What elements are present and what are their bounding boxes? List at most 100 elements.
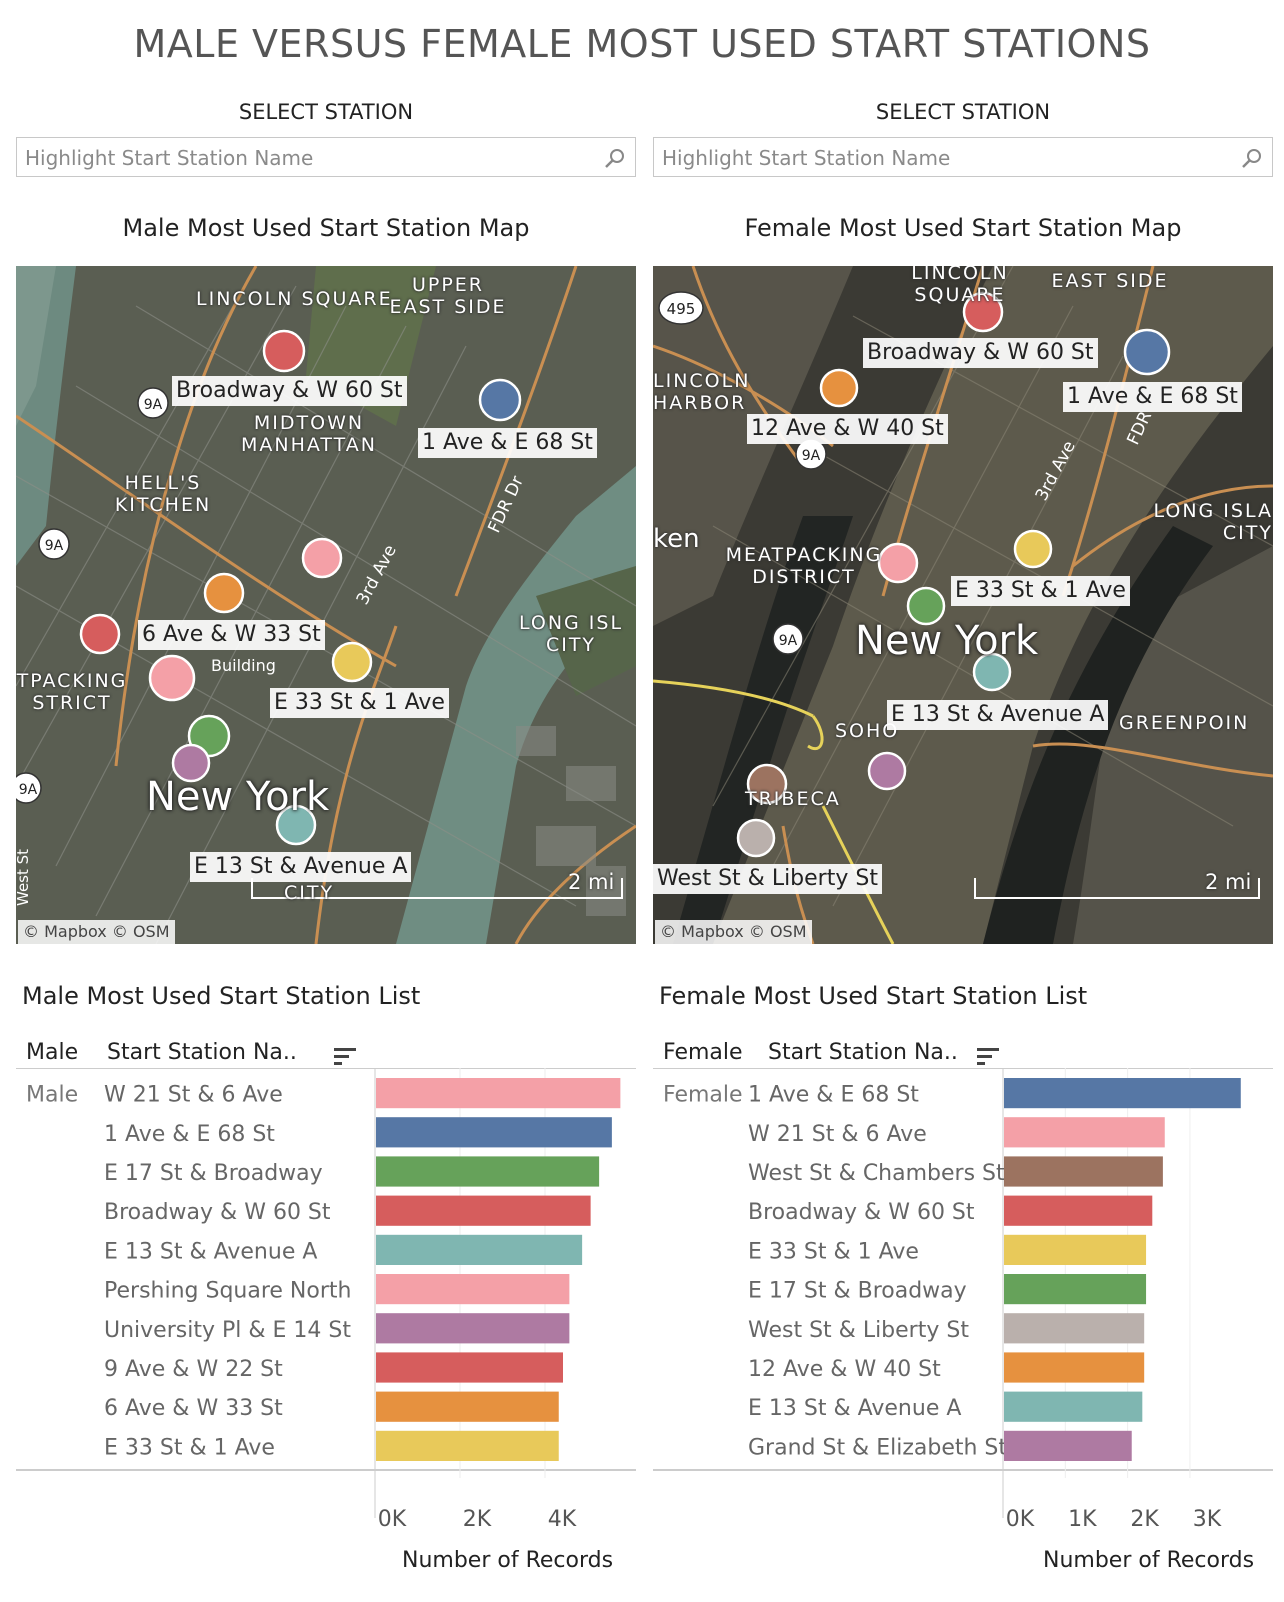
sort-icon[interactable] <box>332 1046 358 1068</box>
station-name[interactable]: 1 Ave & E 68 St <box>748 1083 919 1108</box>
map-background: 9A 9A 9A 3rd Ave FDR Dr West St Building <box>16 266 636 944</box>
bar[interactable] <box>376 1078 621 1109</box>
bar[interactable] <box>376 1430 559 1461</box>
station-map-label[interactable]: Broadway & W 60 St <box>863 338 1098 368</box>
x-tick-label: 0K <box>1006 1507 1035 1532</box>
station-map-label[interactable]: E 13 St & Avenue A <box>190 852 412 882</box>
station-name[interactable]: Grand St & Elizabeth St <box>748 1435 1007 1460</box>
bar[interactable] <box>1004 1195 1153 1226</box>
bar[interactable] <box>376 1195 591 1226</box>
station-name[interactable]: W 21 St & 6 Ave <box>748 1122 927 1147</box>
bar[interactable] <box>1004 1313 1145 1344</box>
x-tick-label: 4K <box>548 1507 577 1532</box>
place-label: ken <box>653 524 700 554</box>
search-placeholder: Highlight Start Station Name <box>25 146 314 170</box>
highway-shield-icon <box>658 291 827 655</box>
place-label: UPPER EAST SIDE <box>389 274 507 318</box>
station-map-label[interactable]: 1 Ave & E 68 St <box>1063 382 1242 412</box>
search-icon[interactable] <box>603 146 627 170</box>
map-title: Female Most Used Start Station Map <box>744 214 1182 242</box>
bar[interactable] <box>1004 1274 1147 1305</box>
station-map-label[interactable]: 1 Ave & E 68 St <box>418 428 597 458</box>
station-name[interactable]: 1 Ave & E 68 St <box>104 1122 275 1147</box>
highway-shield-icon <box>16 387 169 804</box>
station-name[interactable]: 6 Ave & W 33 St <box>104 1396 283 1421</box>
station-dot <box>867 751 907 791</box>
station-map-label[interactable]: 6 Ave & W 33 St <box>138 620 325 650</box>
shield-label: 9A <box>802 448 821 464</box>
road-label: West St <box>16 849 32 906</box>
bar[interactable] <box>1004 1156 1163 1187</box>
bar[interactable] <box>1004 1391 1143 1422</box>
station-name[interactable]: E 17 St & Broadway <box>104 1161 323 1186</box>
station-name[interactable]: E 17 St & Broadway <box>748 1279 967 1304</box>
female-bar-chart: 0K 1K 2K 3K Female 1 Ave & E 68 St W 21 St & 6… <box>653 1068 1273 1532</box>
bar[interactable] <box>1004 1078 1241 1109</box>
station-markers <box>736 291 1171 858</box>
group-column-header: Male <box>26 1040 79 1065</box>
station-name[interactable]: University Pl & E 14 St <box>104 1318 351 1343</box>
list-title: Male Most Used Start Station List <box>22 982 421 1010</box>
shield-label: 9A <box>144 397 163 413</box>
station-name[interactable]: West St & Liberty St <box>748 1318 969 1343</box>
station-dot <box>906 586 946 626</box>
station-dot <box>1123 328 1171 376</box>
station-map-label[interactable]: Broadway & W 60 St <box>172 376 407 406</box>
search-icon[interactable] <box>1240 146 1264 170</box>
male-station-map[interactable]: 9A 9A 9A 3rd Ave FDR Dr West St Building <box>16 266 636 944</box>
bar[interactable] <box>1004 1430 1132 1461</box>
scale-label: 2 mi <box>568 870 615 894</box>
group-column-header: Female <box>663 1040 743 1065</box>
station-dot <box>962 291 1004 333</box>
station-dot <box>301 537 343 579</box>
bar[interactable] <box>376 1352 563 1383</box>
station-search-input[interactable]: Highlight Start Station Name <box>653 137 1273 177</box>
bar[interactable] <box>1004 1352 1145 1383</box>
station-name[interactable]: West St & Chambers St <box>748 1161 1005 1186</box>
place-label: SOHO <box>835 720 900 742</box>
map-attribution[interactable]: © Mapbox © OSM <box>655 920 812 944</box>
x-axis-title: Number of Records <box>402 1548 614 1573</box>
city-label: New York <box>146 774 330 820</box>
female-station-map[interactable]: 495 9A 9A 3rd Ave FDR LINCOLN SQUAR <box>653 266 1273 944</box>
station-name[interactable]: W 21 St & 6 Ave <box>104 1083 283 1108</box>
station-map-label[interactable]: E 33 St & 1 Ave <box>270 688 449 718</box>
station-map-label[interactable]: E 13 St & Avenue A <box>887 700 1109 730</box>
station-name[interactable]: Broadway & W 60 St <box>748 1200 975 1225</box>
station-dot <box>1013 529 1053 569</box>
station-name[interactable]: E 13 St & Avenue A <box>748 1396 961 1421</box>
station-map-label[interactable]: E 33 St & 1 Ave <box>951 576 1130 606</box>
station-name[interactable]: E 33 St & 1 Ave <box>104 1435 275 1460</box>
road-label: Building <box>211 656 276 675</box>
station-column-header[interactable]: Start Station Na.. <box>768 1040 958 1065</box>
place-label: CITY <box>284 882 335 904</box>
place-label: LINCOLN SQUARE <box>911 266 1009 306</box>
bar[interactable] <box>376 1274 570 1305</box>
station-name[interactable]: E 13 St & Avenue A <box>104 1239 317 1264</box>
bar[interactable] <box>376 1313 570 1344</box>
station-markers <box>79 329 522 846</box>
scale-bar <box>251 878 623 899</box>
station-name[interactable]: E 33 St & 1 Ave <box>748 1239 919 1264</box>
station-dot <box>171 743 211 783</box>
bar[interactable] <box>376 1117 612 1148</box>
station-dot <box>972 652 1012 692</box>
station-search-input[interactable]: Highlight Start Station Name <box>16 137 636 177</box>
station-name[interactable]: 12 Ave & W 40 St <box>748 1357 941 1382</box>
station-map-label[interactable]: 12 Ave & W 40 St <box>747 414 948 444</box>
bar[interactable] <box>376 1391 559 1422</box>
sort-icon[interactable] <box>975 1046 1001 1068</box>
bar[interactable] <box>1004 1117 1165 1148</box>
station-name[interactable]: 9 Ave & W 22 St <box>104 1357 283 1382</box>
bar[interactable] <box>376 1234 583 1265</box>
x-tick-label: 0K <box>378 1507 407 1532</box>
station-column-header[interactable]: Start Station Na.. <box>107 1040 297 1065</box>
bar[interactable] <box>376 1156 600 1187</box>
station-map-label[interactable]: West St & Liberty St <box>653 864 882 894</box>
station-name[interactable]: Pershing Square North <box>104 1279 351 1304</box>
map-attribution[interactable]: © Mapbox © OSM <box>18 920 175 944</box>
station-name[interactable]: Broadway & W 60 St <box>104 1200 331 1225</box>
place-label: LONG ISL CITY <box>518 612 624 656</box>
shield-label: 9A <box>45 538 64 554</box>
bar[interactable] <box>1004 1234 1147 1265</box>
